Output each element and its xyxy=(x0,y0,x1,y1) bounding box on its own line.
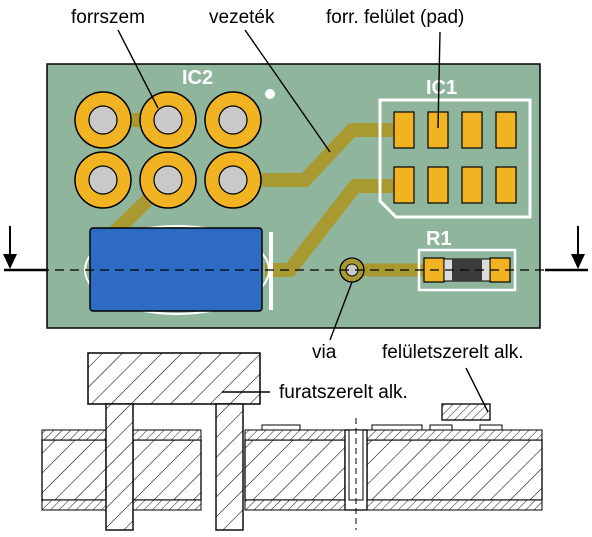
silkscreen-r1: R1 xyxy=(426,228,452,250)
trace-to-ic1-top xyxy=(240,123,402,187)
leader-solder-joint xyxy=(117,29,159,109)
cross-section xyxy=(41,352,543,531)
silkscreen-ic1: IC1 xyxy=(426,77,457,99)
label-trace: vezeték xyxy=(209,7,275,28)
smd-pad xyxy=(461,166,483,204)
leader-smd xyxy=(465,367,489,413)
label-solder-joint: forrszem xyxy=(71,7,145,28)
section-cut-line xyxy=(3,226,588,272)
tht-lead xyxy=(105,403,134,531)
label-pad: forr. felület (pad) xyxy=(326,7,464,28)
silkscreen-ic2: IC2 xyxy=(182,67,213,89)
smd-pad xyxy=(427,166,449,204)
smd-pad xyxy=(495,166,517,204)
ic1: IC1 xyxy=(378,77,532,219)
labels: forrszem vezeték forr. felület (pad) via… xyxy=(71,7,524,403)
solder-joint xyxy=(139,91,197,149)
ic1-pads xyxy=(393,111,517,204)
leader-lines xyxy=(117,29,489,413)
via-section xyxy=(344,418,368,530)
smd-pad xyxy=(495,111,517,149)
pin1-marker-dot xyxy=(265,89,275,99)
solder-joint xyxy=(204,151,262,209)
tht-component-body xyxy=(87,352,261,405)
ic1-outline xyxy=(378,98,532,219)
top-view: IC2 IC1 C1 xyxy=(3,63,588,329)
smd-component-body xyxy=(441,403,491,421)
solder-joint xyxy=(139,151,197,209)
board-core xyxy=(41,439,543,501)
leader-pad xyxy=(437,31,441,129)
tht-lead xyxy=(215,403,244,531)
tht-leads xyxy=(105,403,244,531)
label-via: via xyxy=(312,342,337,363)
smd-pad xyxy=(393,166,415,204)
leader-via xyxy=(329,281,353,341)
label-tht-component: furatszerelt alk. xyxy=(279,382,408,403)
solder-joint xyxy=(74,151,132,209)
label-smd-component: felületszerelt alk. xyxy=(382,342,524,363)
solder-mask-top xyxy=(261,424,503,431)
leader-trace xyxy=(244,29,331,153)
solder-joint xyxy=(204,91,262,149)
solder-joint xyxy=(74,91,132,149)
ic2-pads xyxy=(74,91,262,209)
smd-pad xyxy=(393,111,415,149)
smd-pad xyxy=(461,111,483,149)
